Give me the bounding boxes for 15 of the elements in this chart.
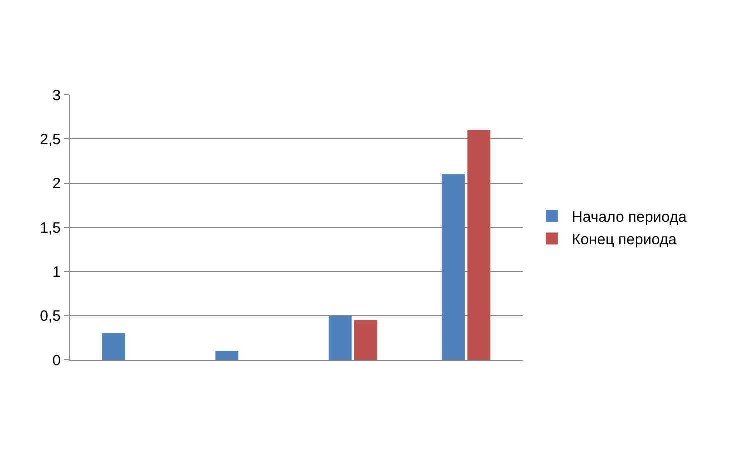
y-tick-label: 0 — [52, 352, 61, 370]
bar — [102, 334, 126, 360]
y-tick-label: 1 — [52, 264, 61, 281]
bar — [354, 320, 378, 360]
y-tick-label: 3 — [52, 87, 61, 104]
y-tick-label: 2 — [52, 176, 61, 193]
y-tick-label: 2,5 — [40, 131, 61, 148]
bar — [468, 130, 491, 360]
y-tick-label: 0,5 — [40, 308, 61, 326]
bar — [328, 316, 352, 360]
legend-label: Начало периода — [572, 209, 688, 226]
legend-label: Конец периода — [572, 232, 678, 249]
bar — [442, 174, 466, 360]
bar — [216, 351, 239, 360]
y-tick-label: 1,5 — [40, 220, 61, 237]
